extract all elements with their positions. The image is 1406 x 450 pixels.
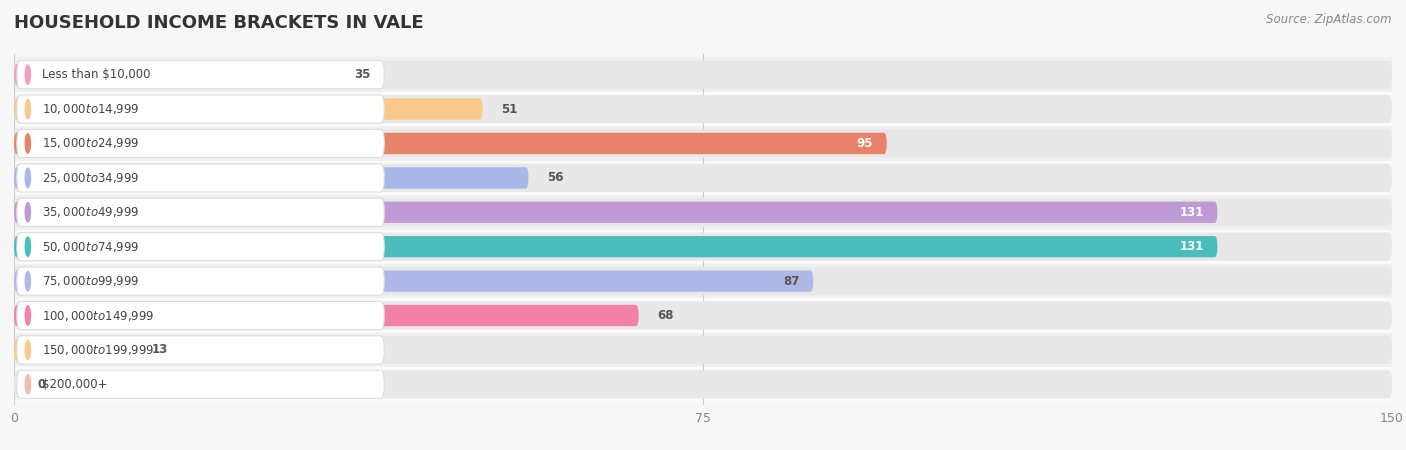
Text: 0: 0 [37, 378, 45, 391]
FancyBboxPatch shape [14, 133, 887, 154]
FancyBboxPatch shape [14, 336, 1392, 364]
Text: $75,000 to $99,999: $75,000 to $99,999 [42, 274, 139, 288]
Circle shape [25, 134, 31, 153]
FancyBboxPatch shape [0, 367, 1406, 401]
Circle shape [25, 306, 31, 325]
Circle shape [25, 340, 31, 360]
FancyBboxPatch shape [14, 233, 1392, 261]
FancyBboxPatch shape [17, 233, 384, 261]
Text: 87: 87 [783, 274, 800, 288]
FancyBboxPatch shape [0, 161, 1406, 195]
Text: $200,000+: $200,000+ [42, 378, 107, 391]
FancyBboxPatch shape [0, 126, 1406, 161]
FancyBboxPatch shape [14, 64, 336, 86]
FancyBboxPatch shape [14, 167, 529, 189]
FancyBboxPatch shape [17, 336, 384, 364]
FancyBboxPatch shape [17, 267, 384, 295]
FancyBboxPatch shape [14, 270, 813, 292]
Text: 131: 131 [1180, 240, 1204, 253]
FancyBboxPatch shape [14, 99, 482, 120]
Circle shape [25, 168, 31, 188]
Circle shape [25, 202, 31, 222]
FancyBboxPatch shape [14, 370, 1392, 398]
Text: 13: 13 [152, 343, 169, 356]
Text: $10,000 to $14,999: $10,000 to $14,999 [42, 102, 139, 116]
Text: 131: 131 [1180, 206, 1204, 219]
FancyBboxPatch shape [0, 298, 1406, 333]
FancyBboxPatch shape [14, 302, 1392, 330]
Text: $100,000 to $149,999: $100,000 to $149,999 [42, 309, 155, 323]
FancyBboxPatch shape [14, 236, 1218, 257]
Text: 51: 51 [501, 103, 517, 116]
Circle shape [25, 99, 31, 119]
FancyBboxPatch shape [0, 58, 1406, 92]
Circle shape [25, 237, 31, 256]
FancyBboxPatch shape [14, 129, 1392, 157]
FancyBboxPatch shape [17, 61, 384, 89]
FancyBboxPatch shape [14, 339, 134, 360]
Text: Less than $10,000: Less than $10,000 [42, 68, 150, 81]
Text: 68: 68 [657, 309, 673, 322]
FancyBboxPatch shape [17, 198, 384, 226]
FancyBboxPatch shape [14, 198, 1392, 226]
FancyBboxPatch shape [17, 302, 384, 330]
FancyBboxPatch shape [14, 305, 638, 326]
FancyBboxPatch shape [0, 230, 1406, 264]
FancyBboxPatch shape [0, 333, 1406, 367]
FancyBboxPatch shape [17, 164, 384, 192]
FancyBboxPatch shape [14, 95, 1392, 123]
Text: $50,000 to $74,999: $50,000 to $74,999 [42, 240, 139, 254]
FancyBboxPatch shape [0, 264, 1406, 298]
FancyBboxPatch shape [0, 195, 1406, 230]
Circle shape [25, 65, 31, 84]
Text: $15,000 to $24,999: $15,000 to $24,999 [42, 136, 139, 150]
FancyBboxPatch shape [14, 267, 1392, 295]
Text: 95: 95 [856, 137, 873, 150]
Circle shape [25, 375, 31, 394]
FancyBboxPatch shape [0, 92, 1406, 126]
FancyBboxPatch shape [17, 129, 384, 157]
Text: 56: 56 [547, 171, 564, 184]
Text: Source: ZipAtlas.com: Source: ZipAtlas.com [1267, 14, 1392, 27]
Text: $35,000 to $49,999: $35,000 to $49,999 [42, 205, 139, 219]
FancyBboxPatch shape [17, 95, 384, 123]
Text: 35: 35 [354, 68, 370, 81]
Text: $25,000 to $34,999: $25,000 to $34,999 [42, 171, 139, 185]
FancyBboxPatch shape [14, 61, 1392, 89]
Circle shape [25, 271, 31, 291]
FancyBboxPatch shape [17, 370, 384, 398]
FancyBboxPatch shape [14, 202, 1218, 223]
FancyBboxPatch shape [14, 164, 1392, 192]
Text: HOUSEHOLD INCOME BRACKETS IN VALE: HOUSEHOLD INCOME BRACKETS IN VALE [14, 14, 423, 32]
Text: $150,000 to $199,999: $150,000 to $199,999 [42, 343, 155, 357]
